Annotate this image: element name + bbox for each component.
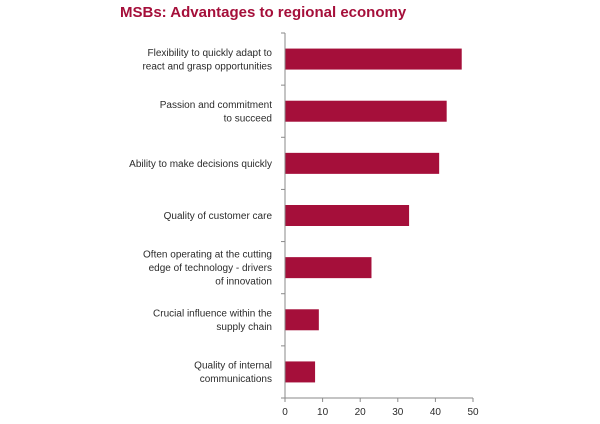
category-label: Quality of internal communications — [194, 361, 272, 386]
bar-1 — [285, 100, 447, 122]
x-tick-label: 40 — [430, 407, 442, 418]
category-label: Flexibility to quickly adapt to react and… — [142, 48, 272, 72]
category-label-line: of innovation — [215, 277, 272, 288]
category-label-line: Quality of customer care — [164, 211, 273, 222]
x-tick-label: 20 — [355, 407, 367, 418]
category-label-line: Ability to make decisions quickly — [129, 159, 272, 170]
category-label-line: supply chain — [216, 322, 272, 333]
category-label-line: react and grasp opportunities — [142, 61, 272, 72]
category-label: Passion and commitment to succeed — [160, 100, 272, 125]
bar-6 — [285, 361, 316, 383]
category-label-line: Quality of internal — [194, 361, 272, 372]
bar-0 — [285, 48, 462, 70]
bar-4 — [285, 257, 372, 279]
x-tick-label: 50 — [467, 407, 479, 418]
category-label-line: edge of technology - drivers — [149, 263, 272, 274]
x-tick-label: 10 — [317, 407, 329, 418]
category-label: Often operating at the cutting edge of te… — [143, 250, 272, 288]
category-label: Ability to make decisions quickly — [129, 159, 272, 170]
category-label-line: to succeed — [224, 113, 272, 124]
category-label: Crucial influence within the supply chain — [153, 309, 272, 334]
x-tick-label: 30 — [392, 407, 404, 418]
category-label-line: Passion and commitment — [160, 100, 272, 111]
category-label-line: Crucial influence within the — [153, 309, 272, 320]
category-label-line: Flexibility to quickly adapt to — [147, 48, 272, 59]
bar-3 — [285, 205, 410, 226]
category-label-line: communications — [200, 374, 272, 385]
category-label: Quality of customer care — [164, 211, 273, 222]
chart-title: MSBs: Advantages to regional economy — [120, 4, 407, 21]
x-tick-label: 0 — [282, 407, 288, 418]
category-label-line: Often operating at the cutting — [143, 250, 272, 261]
bar-2 — [285, 152, 440, 174]
bar-5 — [285, 309, 319, 331]
